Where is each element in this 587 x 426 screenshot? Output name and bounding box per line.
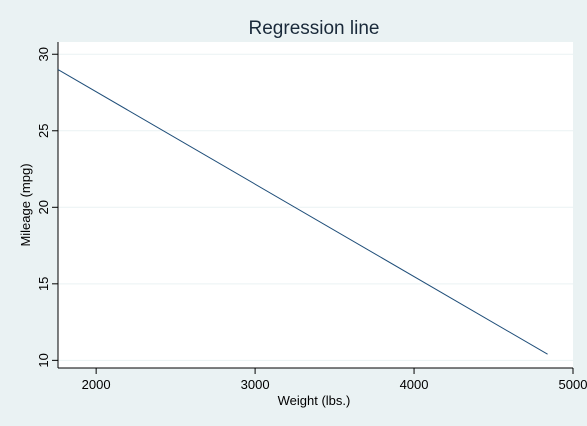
x-tick-label-4000: 4000: [400, 377, 429, 392]
x-tick-label-5000: 5000: [559, 377, 587, 392]
y-axis-title: Mileage (mpg): [18, 163, 33, 246]
y-tick-label-15: 15: [36, 277, 51, 291]
chart-title: Regression line: [249, 18, 380, 39]
x-tick-label-3000: 3000: [241, 377, 270, 392]
regression-line-0: [57, 69, 548, 355]
series-layer: [57, 69, 548, 355]
y-tick-label-10: 10: [36, 353, 51, 367]
plot-area: [58, 42, 573, 368]
grid-lines: [58, 53, 573, 361]
x-axis-title: Weight (lbs.): [278, 393, 351, 408]
y-tick-label-25: 25: [36, 124, 51, 138]
y-tick-label-20: 20: [36, 200, 51, 214]
axes: 10 15 20 25 30 2000 3000 4000 5000: [36, 42, 587, 392]
y-tick-label-30: 30: [36, 47, 51, 61]
x-tick-label-2000: 2000: [82, 377, 111, 392]
